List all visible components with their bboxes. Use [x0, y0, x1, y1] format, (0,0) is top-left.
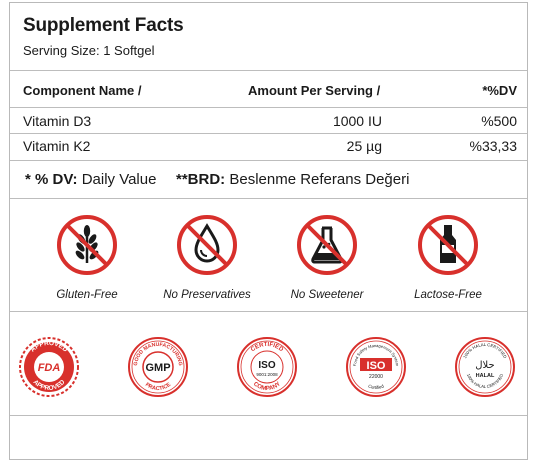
column-header-component: Component Name / [23, 83, 142, 98]
wheat-icon [57, 215, 117, 275]
divider [10, 311, 527, 312]
iso22000-badge-center: ISO [367, 360, 386, 372]
column-header-amount: Amount Per Serving / [248, 83, 381, 98]
iso22000-badge-bottom: Certified [367, 383, 385, 390]
row-amount: 25 µg [346, 138, 382, 154]
iso9001-badge-bottom: COMPANY [252, 381, 282, 392]
divider [10, 160, 527, 161]
fda-badge-center: FDA [38, 362, 61, 374]
divider [10, 198, 527, 199]
serving-size: Serving Size: 1 Softgel [23, 43, 155, 58]
row-name: Vitamin D3 [23, 113, 92, 129]
gluten-free-label: Gluten-Free [56, 289, 118, 301]
divider [10, 70, 527, 71]
svg-text:COMPANY: COMPANY [252, 381, 282, 392]
svg-text:PRACTICE: PRACTICE [144, 382, 173, 392]
halal-badge-sub: HALAL [476, 373, 495, 379]
gmp-badge-bottom: PRACTICE [144, 382, 173, 392]
supplement-facts-panel: Supplement Facts Serving Size: 1 Softgel… [9, 2, 528, 460]
no-sweetener-label: No Sweetener [290, 289, 364, 301]
brd-legend: **BRD: Beslenme Referans Değeri [176, 171, 409, 188]
panel-title: Supplement Facts [23, 15, 184, 36]
row-dv: %33,33 [469, 138, 517, 154]
bottle-icon [418, 215, 478, 275]
fda-approved-badge: APPROVED APPROVED FDA [19, 337, 79, 397]
no-preservatives-label: No Preservatives [163, 289, 251, 301]
lactose-free-label: Lactose-Free [414, 289, 482, 301]
svg-text:100% HALAL CERTIFIED: 100% HALAL CERTIFIED [462, 342, 508, 359]
brd-key: **BRD: [176, 171, 226, 188]
iso9001-badge-center: ISO [258, 360, 275, 371]
dv-legend: * % DV: Daily Value [25, 171, 156, 188]
iso9001-badge-top: CERTIFIED [250, 342, 284, 354]
halal-badge-center: حلال [475, 360, 494, 371]
row-name: Vitamin K2 [23, 138, 91, 154]
brd-value: Beslenme Referans Değeri [229, 171, 410, 188]
dv-value: Daily Value [81, 171, 157, 188]
divider [10, 415, 527, 416]
column-header-dv: *%DV [482, 83, 517, 98]
divider [10, 107, 527, 108]
halal-badge: 100% HALAL CERTIFIED 100% HALAL CERTIFIE… [455, 337, 515, 397]
row-dv: %500 [481, 113, 517, 129]
iso9001-badge-sub: 9001:2008 [256, 372, 278, 377]
iso-9001-badge: CERTIFIED COMPANY ISO 9001:2008 [237, 337, 297, 397]
iso-22000-badge: Food Safety Management System Certified … [346, 337, 406, 397]
drop-icon [177, 215, 237, 275]
dv-key: * % DV: [25, 171, 78, 188]
flask-icon [297, 215, 357, 275]
gmp-badge-center: GMP [145, 362, 170, 374]
svg-text:Certified: Certified [367, 383, 385, 390]
row-amount: 1000 IU [332, 113, 382, 129]
halal-badge-top: 100% HALAL CERTIFIED [462, 342, 508, 359]
divider [10, 133, 527, 134]
svg-text:CERTIFIED: CERTIFIED [250, 342, 284, 354]
iso22000-badge-sub: 22000 [369, 374, 383, 380]
gmp-badge: GOOD MANUFACTURING PRACTICE GMP [128, 337, 188, 397]
